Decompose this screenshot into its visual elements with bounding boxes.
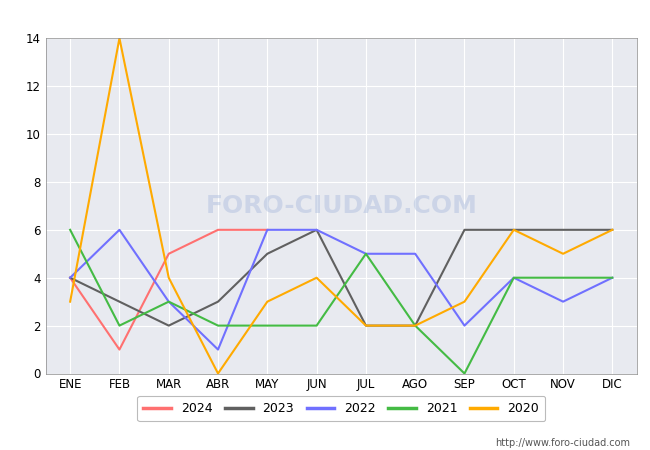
Text: FORO-CIUDAD.COM: FORO-CIUDAD.COM [205,194,477,218]
Text: Matriculaciones de Vehiculos en El Pont de Suert: Matriculaciones de Vehiculos en El Pont … [105,10,545,28]
Legend: 2024, 2023, 2022, 2021, 2020: 2024, 2023, 2022, 2021, 2020 [137,396,545,421]
Text: http://www.foro-ciudad.com: http://www.foro-ciudad.com [495,438,630,448]
